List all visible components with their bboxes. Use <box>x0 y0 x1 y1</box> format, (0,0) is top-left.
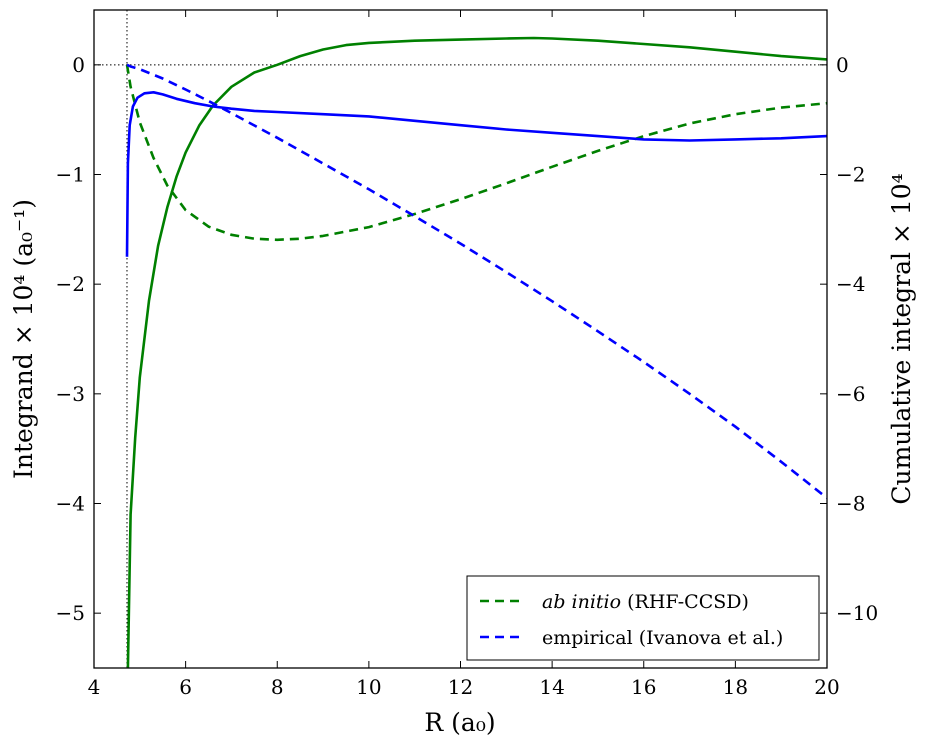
x-tick-label: 6 <box>179 675 192 699</box>
reference-lines <box>94 10 827 668</box>
series-empirical-integrand <box>125 91 827 257</box>
y-right-tick-label: −4 <box>836 272 865 296</box>
y-right-tick-label: 0 <box>836 53 849 77</box>
x-tick-label: 10 <box>356 675 381 699</box>
y-left-tick-label: 0 <box>72 53 85 77</box>
y-left-tick-label: −3 <box>56 382 85 406</box>
y-left-axis-title: Integrand × 10⁴ (a₀⁻¹) <box>9 199 38 479</box>
x-axis-ticks: 4 6 8 10 12 14 16 18 20 <box>88 10 840 699</box>
y-right-tick-label: −6 <box>836 382 865 406</box>
y-right-tick-label: −8 <box>836 492 865 516</box>
y-left-tick-label: −2 <box>56 272 85 296</box>
x-tick-label: 16 <box>631 675 656 699</box>
legend: ab initio (RHF-CCSD) empirical (Ivanova … <box>466 575 820 661</box>
x-tick-label: 18 <box>723 675 748 699</box>
y-left-tick-label: −4 <box>56 492 85 516</box>
series-layer <box>125 36 827 668</box>
y-left-tick-label: −5 <box>56 601 85 625</box>
x-tick-label: 4 <box>88 675 101 699</box>
y-right-axis-ticks: 0 −2 −4 −6 −8 −10 <box>820 53 878 625</box>
x-tick-label: 12 <box>448 675 473 699</box>
y-right-tick-label: −10 <box>836 601 878 625</box>
x-tick-label: 8 <box>271 675 284 699</box>
x-axis-title: R (a₀) <box>424 708 495 737</box>
y-right-axis-title: Cumulative integral × 10⁴ <box>887 173 916 504</box>
x-tick-label: 20 <box>814 675 839 699</box>
y-left-tick-label: −1 <box>56 163 85 187</box>
y-right-tick-label: −2 <box>836 163 865 187</box>
x-tick-label: 14 <box>539 675 564 699</box>
y-left-axis-ticks: 0 −1 −2 −3 −4 −5 <box>56 53 101 625</box>
legend-label-ab-initio: ab initio (RHF-CCSD) <box>542 591 749 613</box>
legend-label-empirical: empirical (Ivanova et al.) <box>542 627 783 649</box>
series-ab-initio-cumulative <box>125 64 827 242</box>
legend-box <box>466 575 820 661</box>
series-ab-initio-integrand <box>126 36 827 668</box>
